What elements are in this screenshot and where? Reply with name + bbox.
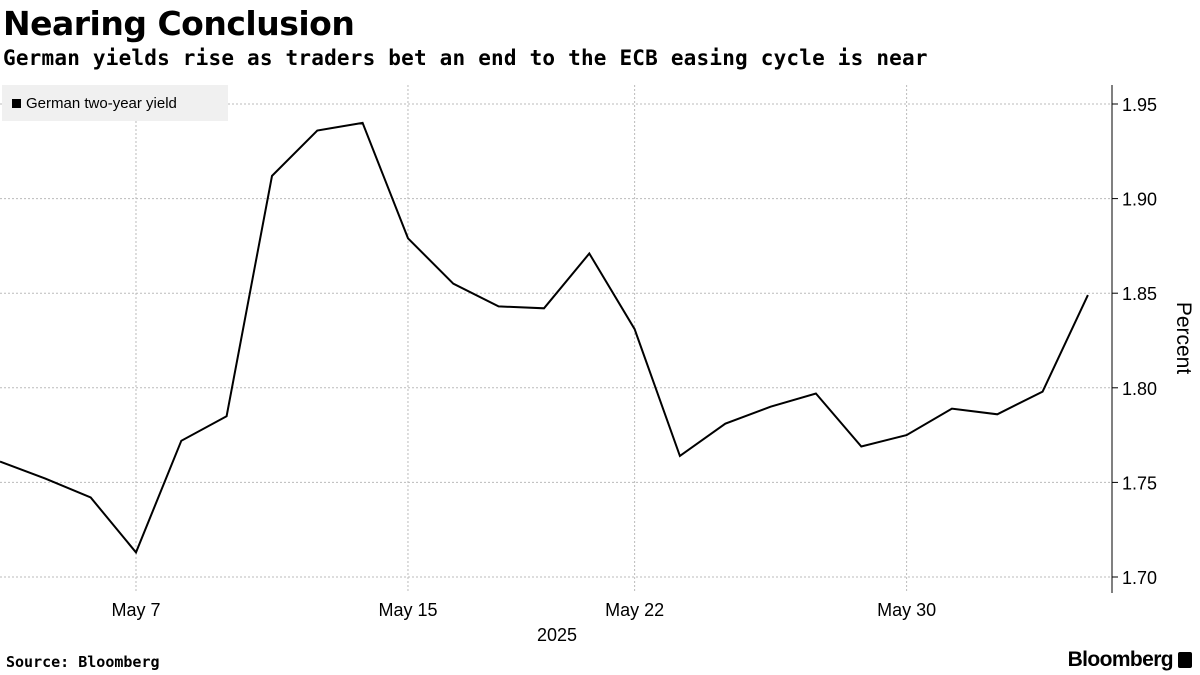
x-axis-label: 2025 [537,625,577,645]
legend-swatch [12,98,21,108]
y-tick-label: 1.90 [1122,190,1157,210]
x-tick-label: May 22 [605,600,664,620]
y-tick-label: 1.75 [1122,473,1157,493]
legend: German two-year yield [2,85,228,121]
chart-subtitle: German yields rise as traders bet an end… [3,46,928,70]
y-tick-label: 1.85 [1122,284,1157,304]
logo-mark-icon [1178,652,1192,668]
y-tick-label: 1.80 [1122,379,1157,399]
bloomberg-logo: Bloomberg [1068,648,1192,672]
source-note: Source: Bloomberg [6,653,160,671]
y-tick-label: 1.70 [1122,568,1157,588]
x-tick-label: May 15 [378,600,437,620]
logo-text: Bloomberg [1067,648,1174,671]
x-tick-label: May 7 [111,600,160,620]
y-axis-label: Percent [1172,302,1195,375]
x-tick-label: May 30 [877,600,936,620]
legend-label: German two-year yield [26,94,177,112]
y-tick-label: 1.95 [1122,95,1157,115]
series-line-german-two-year-yield [0,121,1089,555]
chart-title: Nearing Conclusion [3,4,355,43]
